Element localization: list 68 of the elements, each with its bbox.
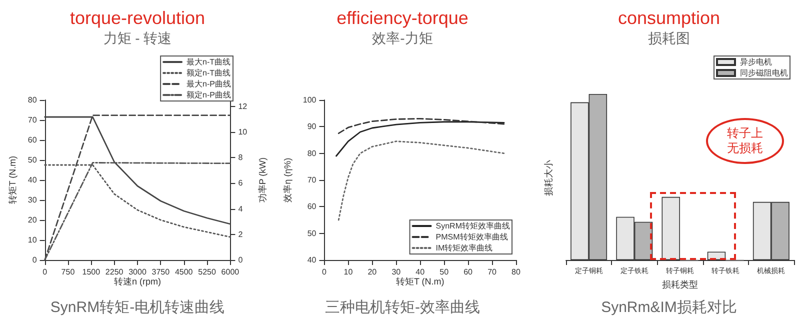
legend-label: 额定n-T曲线 xyxy=(186,68,231,78)
x-tick-label: 0 xyxy=(322,268,328,276)
y-tick-label: 80 xyxy=(28,96,38,104)
x-tick-label: 0 xyxy=(42,268,48,276)
x-tick-label: 1500 xyxy=(82,268,101,276)
x-tick-label: 4500 xyxy=(174,268,194,276)
x-axis-title: 损耗类型 xyxy=(662,279,698,290)
y-tick-label: 10 xyxy=(28,236,38,244)
y2-tick-label: 10 xyxy=(238,128,248,136)
x-tick-label: 3000 xyxy=(128,268,147,276)
y-tick-label: 70 xyxy=(28,116,38,124)
y-tick-label: 100 xyxy=(302,96,317,104)
y2-tick-label: 12 xyxy=(238,102,248,111)
y-tick-label: 40 xyxy=(28,176,38,184)
legend-label: 最大n-P曲线 xyxy=(186,80,232,88)
legend-label: 额定n-P曲线 xyxy=(186,90,232,100)
y-tick-label: 20 xyxy=(28,216,38,224)
y-tick-label: 90 xyxy=(307,122,317,132)
chart-title: consumption xyxy=(618,8,720,28)
y2-tick-label: 6 xyxy=(238,178,244,188)
y-axis-title: 转矩T (N.m) xyxy=(8,156,18,204)
legend-label: SynRM转矩效率曲线 xyxy=(436,222,510,230)
text: 三种电机转矩-效率曲线 xyxy=(325,299,480,316)
chart-title: torque-revolution xyxy=(70,8,206,28)
y-tick-label: 0 xyxy=(32,256,38,264)
x-tick-label: 10 xyxy=(344,268,354,276)
x-axis-title: 转速n (rpm) xyxy=(114,276,161,286)
y-tick-label: 50 xyxy=(28,156,38,164)
y-tick-label: 60 xyxy=(28,136,38,144)
x-tick-label: 20 xyxy=(368,268,378,276)
x-tick-label: 3750 xyxy=(152,268,170,276)
y-tick-label: 70 xyxy=(307,176,317,184)
legend-label: PMSM转矩效率曲线 xyxy=(436,232,508,242)
text: SynRm&IM损耗对比 xyxy=(601,299,737,316)
annotation: 转子上无损耗 xyxy=(726,126,764,156)
x-axis-title: 转矩T (N.m) xyxy=(396,276,444,286)
chart-title: efficiency-torque xyxy=(336,8,468,28)
text: SynRM转矩-电机转速曲线 xyxy=(50,299,225,316)
y-tick-label: 60 xyxy=(307,202,317,212)
x-tick-label: 6000 xyxy=(221,268,240,276)
y2-axis-title: 功率P (kW) xyxy=(258,157,268,203)
y2-tick-label: 2 xyxy=(238,230,244,239)
y-tick-label: 80 xyxy=(307,148,317,158)
chart-subtitle: 效率-力矩 xyxy=(372,30,433,46)
y-tick-label: 50 xyxy=(307,228,317,238)
chart-subtitle: 力矩 - 转速 xyxy=(103,30,172,46)
y-tick-label: 30 xyxy=(28,196,38,204)
x-tick-label: 80 xyxy=(512,268,521,276)
x-tick-label: 60 xyxy=(464,268,474,276)
x-tick-label: 40 xyxy=(416,268,426,276)
legend-label: 同步磁阻电机 xyxy=(740,68,788,78)
x-tick-label: 70 xyxy=(488,268,498,276)
x-tick-label: 2250 xyxy=(105,268,124,276)
y-axis-title: 效率η (η%) xyxy=(282,158,292,202)
x-tick-label: 5250 xyxy=(198,268,216,276)
y-tick-label: 40 xyxy=(307,256,317,264)
y-axis-title: 损耗大小 xyxy=(544,160,554,196)
legend-label: 异步电机 xyxy=(740,58,772,66)
legend-label: IM转矩效率曲线 xyxy=(436,244,493,252)
y2-tick-label: 4 xyxy=(238,204,244,214)
speech-bubble: 转子上无损耗 xyxy=(706,118,784,164)
x-tick-label: 30 xyxy=(392,268,402,276)
y2-tick-label: 8 xyxy=(238,153,244,162)
x-tick-label: 50 xyxy=(440,268,450,276)
y2-tick-label: 0 xyxy=(238,256,244,264)
legend-label: 最大n-T曲线 xyxy=(186,58,231,66)
x-tick-label: 750 xyxy=(61,268,76,276)
chart-subtitle: 损耗图 xyxy=(648,30,690,46)
